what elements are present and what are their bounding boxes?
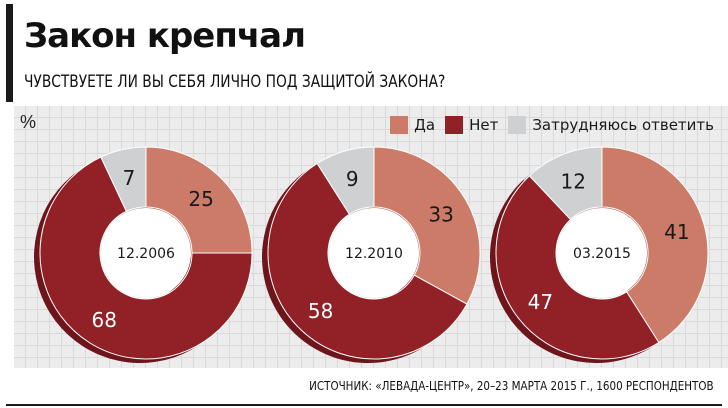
legend-swatch-no	[445, 116, 464, 134]
unit-label: %	[20, 112, 37, 132]
value-label-hard: 12	[561, 169, 586, 193]
value-label-no: 58	[308, 299, 333, 323]
title-accent-bar	[6, 4, 13, 102]
value-label-no: 68	[91, 308, 116, 332]
value-label-yes: 33	[428, 202, 453, 226]
donut-slice-no	[495, 175, 660, 360]
legend-item-hard: Затрудняюсь ответить	[508, 116, 714, 134]
donut-hole	[101, 208, 191, 298]
chart-legend: Да Нет Затрудняюсь ответить	[390, 116, 714, 134]
donut-slice-no	[39, 156, 253, 360]
donut-12.2006: 25 68 7 12.2006	[34, 146, 253, 363]
legend-swatch-hard	[508, 116, 527, 134]
page-subtitle: ЧУВСТВУЕТЕ ЛИ ВЫ СЕБЯ ЛИЧНО ПОД ЗАЩИТОЙ …	[24, 72, 446, 92]
legend-swatch-yes	[390, 116, 409, 134]
donut-slice-yes	[373, 146, 481, 305]
donut-slice-yes	[601, 146, 709, 344]
donut-hole	[329, 208, 419, 298]
donut-slice-no	[267, 162, 468, 360]
legend-item-yes: Да	[390, 116, 435, 134]
legend-label-hard: Затрудняюсь ответить	[532, 116, 714, 134]
donut-slice-hard	[100, 146, 147, 213]
legend-item-no: Нет	[445, 116, 498, 134]
value-label-yes: 41	[664, 220, 689, 244]
value-label-no: 47	[528, 290, 553, 314]
donut-hole	[557, 208, 647, 298]
source-note: ИСТОЧНИК: «ЛЕВАДА-ЦЕНТР», 20–23 МАРТА 20…	[309, 378, 714, 393]
legend-label-yes: Да	[414, 116, 436, 134]
donut-03.2015: 41 47 12 03.2015	[489, 146, 709, 364]
donut-period-label: 03.2015	[573, 246, 631, 262]
donut-period-label: 12.2010	[345, 246, 403, 262]
donut-slice-yes	[145, 146, 253, 254]
page-title: Закон крепчал	[24, 16, 306, 56]
donut-slice-hard	[528, 146, 603, 221]
value-label-hard: 7	[123, 166, 136, 190]
legend-label-no: Нет	[469, 116, 499, 134]
value-label-yes: 25	[188, 187, 213, 211]
bottom-rule	[6, 404, 722, 406]
donut-12.2010: 33 58 9 12.2010	[262, 146, 481, 363]
value-label-hard: 9	[346, 167, 359, 191]
donut-slice-hard	[316, 146, 375, 215]
donut-period-label: 12.2006	[117, 246, 175, 262]
